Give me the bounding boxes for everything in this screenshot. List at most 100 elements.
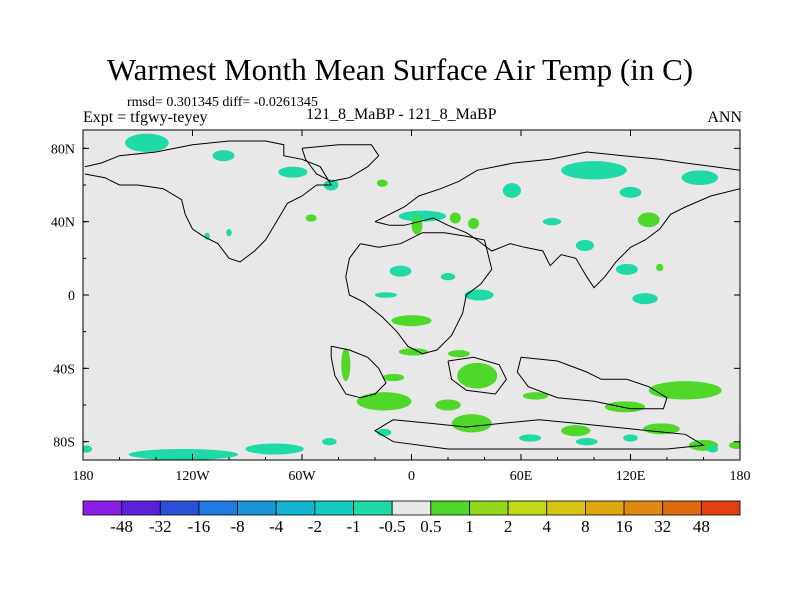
colorbar-label-4: -4: [269, 517, 284, 536]
colorbar-label-12: 8: [581, 517, 590, 536]
colorbar-label-5: -2: [308, 517, 322, 536]
negative-anomaly-region-22: [389, 265, 412, 277]
negative-anomaly-region-2: [278, 166, 308, 178]
colorbar-swatch-7: [353, 500, 393, 516]
x-tick-label-4: 60E: [510, 469, 533, 484]
map-content: [83, 133, 740, 460]
colorbar-swatch-9: [430, 500, 470, 516]
colorbar: -48 -32 -16 -8 -4 -2 -1 -0.5 0.5 1 2 4 8 16 32 48: [82, 500, 741, 536]
colorbar-swatch-11: [507, 500, 548, 516]
negative-anomaly-region-15: [619, 186, 642, 198]
positive-anomaly-region-34: [451, 414, 492, 433]
y-tick-label-3: 40S: [53, 362, 75, 377]
colorbar-label-2: -16: [188, 517, 211, 536]
axis-layer: 180 120W 60W 0 60E 120E 180 80N 40N 0 40S 80S: [51, 130, 751, 484]
colorbar-label-6: -1: [346, 517, 360, 536]
positive-anomaly-region-32: [356, 392, 412, 411]
positive-anomaly-region-21: [656, 263, 664, 272]
negative-anomaly-region-45: [623, 434, 638, 442]
positive-anomaly-region-29: [448, 350, 470, 358]
negative-anomaly-region-6: [204, 232, 210, 240]
positive-anomaly-region-39: [643, 423, 680, 435]
colorbar-label-13: 16: [616, 517, 633, 536]
positive-anomaly-region-17: [637, 212, 660, 228]
negative-anomaly-region-14: [561, 161, 627, 180]
negative-anomaly-region-49: [83, 445, 93, 453]
positive-anomaly-region-38: [648, 381, 722, 400]
colorbar-swatch-1: [121, 500, 161, 516]
season-label: ANN: [707, 109, 742, 126]
y-tick-label-4: 80S: [53, 436, 75, 451]
positive-anomaly-region-28: [398, 348, 428, 356]
positive-anomaly-region-9: [411, 216, 423, 235]
colorbar-label-9: 1: [465, 517, 474, 536]
y-tick-label-0: 80N: [51, 142, 75, 157]
negative-anomaly-region-18: [575, 240, 594, 251]
colorbar-swatch-5: [275, 500, 316, 516]
negative-anomaly-region-13: [542, 218, 562, 226]
positive-anomaly-region-11: [468, 218, 480, 229]
positive-anomaly-region-36: [561, 425, 591, 437]
x-tick-label-1: 120W: [175, 469, 210, 484]
colorbar-swatch-0: [82, 500, 123, 516]
coastline-3: [345, 232, 493, 355]
colorbar-swatch-8: [391, 500, 432, 516]
positive-anomaly-region-37: [604, 401, 646, 413]
colorbar-label-7: -0.5: [379, 517, 406, 536]
negative-anomaly-region-19: [615, 263, 638, 275]
colorbar-swatch-4: [237, 500, 277, 516]
colorbar-swatch-16: [700, 500, 741, 516]
coastline-6: [516, 356, 668, 410]
colorbar-label-14: 32: [654, 517, 671, 536]
coastline-1: [301, 144, 380, 182]
colorbar-swatch-6: [314, 500, 354, 516]
positive-anomaly-region-27: [341, 348, 351, 382]
negative-anomaly-region-25: [375, 292, 397, 298]
negative-anomaly-region-50: [707, 445, 719, 453]
colorbar-label-3: -8: [231, 517, 245, 536]
negative-anomaly-region-44: [575, 438, 598, 446]
x-tick-label-2: 60W: [288, 469, 316, 484]
negative-anomaly-region-47: [245, 443, 304, 455]
x-tick-label-0: 180: [73, 469, 94, 484]
colorbar-label-11: 4: [543, 517, 552, 536]
experiment-label: Expt = tfgwy-teyey: [83, 109, 208, 126]
negative-anomaly-region-16: [681, 170, 719, 186]
positive-anomaly-region-5: [305, 214, 317, 222]
center-label: 121_8_MaBP - 121_8_MaBP: [306, 106, 497, 123]
negative-anomaly-region-7: [226, 229, 232, 237]
negative-anomaly-region-23: [440, 273, 456, 281]
positive-anomaly-region-4: [376, 179, 388, 187]
negative-anomaly-region-12: [502, 183, 521, 198]
chart-title: Warmest Month Mean Surface Air Temp (in …: [106, 52, 694, 87]
coastline-7: [374, 419, 706, 450]
negative-anomaly-region-0: [124, 133, 169, 152]
positive-anomaly-region-26: [391, 315, 432, 327]
negative-anomaly-region-46: [128, 449, 239, 460]
positive-anomaly-region-31: [457, 362, 498, 389]
negative-anomaly-region-24: [464, 289, 494, 301]
negative-anomaly-region-48: [322, 438, 337, 446]
colorbar-label-10: 2: [504, 517, 513, 536]
negative-anomaly-region-1: [212, 150, 235, 162]
positive-anomaly-region-35: [522, 392, 549, 400]
colorbar-label-0: -48: [110, 517, 133, 536]
colorbar-swatch-10: [469, 500, 509, 516]
positive-anomaly-region-10: [449, 212, 461, 224]
x-tick-label-5: 120E: [616, 469, 646, 484]
colorbar-swatch-2: [159, 500, 200, 516]
negative-anomaly-region-43: [519, 434, 542, 442]
negative-anomaly-region-8: [398, 210, 447, 222]
coastline-4: [330, 345, 387, 399]
y-tick-label-1: 40N: [51, 216, 75, 231]
negative-anomaly-region-42: [376, 428, 392, 437]
stats-label: rmsd= 0.301345 diff= -0.0261345: [127, 95, 318, 110]
coastline-5: [447, 356, 507, 395]
coastline-0: [84, 140, 333, 263]
x-tick-label-3: 0: [408, 469, 415, 484]
colorbar-label-8: 0.5: [420, 517, 441, 536]
positive-anomaly-region-33: [435, 399, 461, 411]
colorbar-label-1: -32: [149, 517, 172, 536]
colorbar-swatch-15: [662, 500, 702, 516]
